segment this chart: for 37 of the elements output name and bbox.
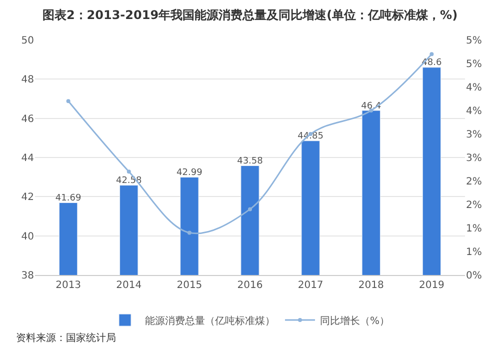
- y2-tick-label: 1%: [466, 224, 482, 234]
- x-tick-label: 2016: [237, 280, 263, 291]
- point: [248, 207, 252, 212]
- y-tick-label: 40: [21, 231, 34, 242]
- point: [430, 52, 434, 56]
- y-tick-label: 50: [21, 36, 34, 46]
- y2-tick-label: 5%: [466, 59, 482, 70]
- y2-tick-label: 2%: [466, 200, 482, 211]
- y2-tick-label: 2%: [466, 176, 482, 188]
- y-tick-label: 38: [21, 270, 34, 282]
- point: [66, 99, 70, 104]
- legend-label: 同比增长（%）: [320, 314, 390, 327]
- x-tick-label: 2018: [358, 280, 384, 291]
- y2-tick-label: 3%: [466, 130, 482, 140]
- y-tick-label: 46: [21, 114, 34, 125]
- legend-label: 能源消费总量（亿吨标准煤）: [145, 314, 275, 327]
- data-label: 41.69: [55, 193, 82, 204]
- y2-tick-label: 4%: [466, 82, 482, 94]
- x-tick-label: 2013: [56, 280, 82, 291]
- point: [187, 230, 192, 235]
- x-tick-label: 2014: [116, 280, 142, 291]
- x-tick-label: 2017: [298, 280, 324, 291]
- y2-tick-label: 1%: [466, 247, 482, 258]
- data-label: 42.99: [176, 168, 203, 178]
- y2-tick-label: 3%: [466, 153, 482, 164]
- y-tick-label: 44: [21, 153, 34, 164]
- data-label: 43.58: [237, 156, 264, 166]
- chart-title: 图表2：2013-2019年我国能源消费总量及同比增速(单位：亿吨标准煤，%): [42, 8, 458, 22]
- y2-tick-label: 4%: [466, 106, 482, 117]
- y2-tick-label: 5%: [466, 36, 482, 46]
- y-tick-label: 42: [21, 192, 34, 204]
- x-tick-label: 2015: [176, 280, 202, 291]
- point: [126, 170, 131, 174]
- y2-tick-label: 0%: [466, 270, 482, 282]
- y-tick-label: 48: [21, 74, 34, 86]
- x-tick-label: 2019: [418, 280, 444, 291]
- text: 资料来源：国家统计局: [16, 332, 116, 344]
